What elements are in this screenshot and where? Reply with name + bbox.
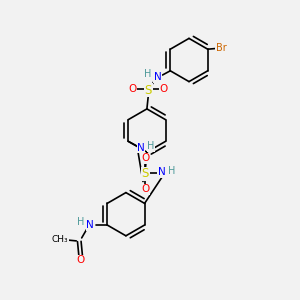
Text: S: S	[142, 167, 149, 180]
Text: H: H	[76, 217, 84, 227]
Text: N: N	[158, 167, 166, 177]
Text: O: O	[77, 255, 85, 265]
Text: N: N	[154, 72, 161, 82]
Text: Br: Br	[216, 43, 226, 53]
Text: S: S	[145, 83, 152, 97]
Text: O: O	[141, 184, 149, 194]
Text: H: H	[168, 166, 176, 176]
Text: O: O	[160, 83, 168, 94]
Text: O: O	[129, 83, 137, 94]
Text: N: N	[137, 143, 145, 153]
Text: H: H	[147, 141, 155, 152]
Text: H: H	[144, 69, 151, 80]
Text: CH₃: CH₃	[52, 236, 68, 244]
Text: O: O	[141, 153, 149, 163]
Text: N: N	[86, 220, 94, 230]
